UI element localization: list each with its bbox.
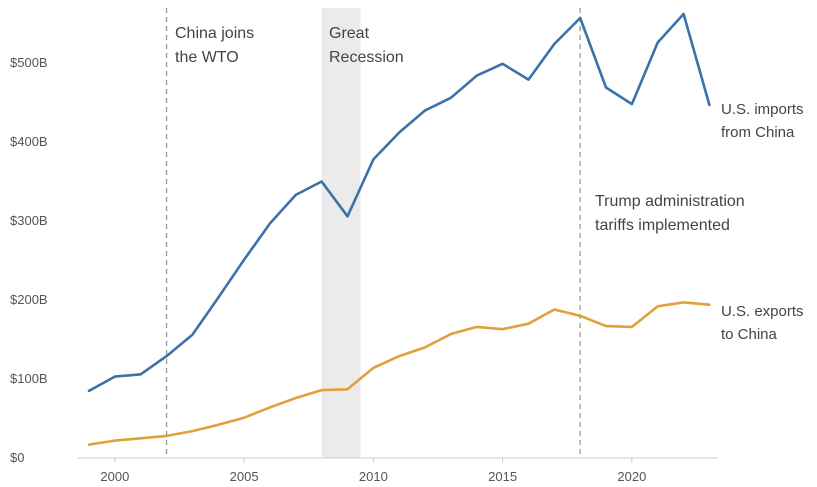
exports-series-line (87, 301, 711, 446)
reference-lines (165, 8, 581, 458)
y-tick-label: $100B (10, 371, 48, 386)
y-tick-label: $200B (10, 292, 48, 307)
y-tick-label: $500B (10, 55, 48, 70)
wto-annotation-line-1: China joins (175, 25, 254, 42)
x-tick-label: 2005 (230, 469, 259, 484)
tariffs-annotation-line-2: tariffs implemented (595, 217, 730, 234)
y-tick-label: $400B (10, 134, 48, 149)
axes: $0 $100B $200B $300B $400B $500B 2000 2005 2010 2… (10, 55, 718, 484)
imports-label-line-2: from China (721, 124, 795, 141)
imports-series-line (87, 12, 711, 393)
x-tick-label: 2000 (100, 469, 129, 484)
recession-annotation-line-1: Great (329, 25, 370, 42)
y-tick-label: $0 (10, 450, 24, 465)
exports-label-line-1: U.S. exports (721, 303, 804, 320)
y-tick-label: $300B (10, 213, 48, 228)
recession-annotation-line-2: Recession (329, 49, 404, 66)
series-lines (87, 12, 711, 446)
tariffs-annotation-line-1: Trump administration (595, 193, 745, 210)
x-tick-label: 2020 (617, 469, 646, 484)
x-tick-label: 2015 (488, 469, 517, 484)
exports-label-line-2: to China (721, 326, 778, 343)
imports-label-line-1: U.S. imports (721, 101, 804, 118)
x-tick-label: 2010 (359, 469, 388, 484)
wto-annotation-line-2: the WTO (175, 49, 239, 66)
